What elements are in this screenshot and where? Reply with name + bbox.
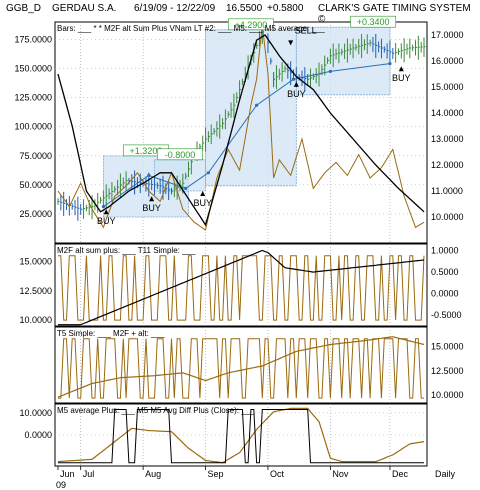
right-axis-tick: 10.0000 [431,212,464,222]
panel-frame-4 [54,403,428,467]
sell-signal-label: SELL [295,25,317,35]
price-legend: Bars: ___ * * M2F alt Sum Plus VNam LT #… [57,24,325,33]
osc2-right-tick: 12.5000 [431,366,464,376]
trend-line [103,63,391,208]
system-title: CLARK'S GATE TIMING SYSTEM © [318,3,471,25]
trend-point [147,173,151,177]
right-axis-tick: 13.0000 [431,134,464,144]
m2f-sum-line [57,24,425,231]
x-axis-year: 09 [56,480,66,490]
m5-average-plus-line [58,409,424,464]
trade-box [295,26,391,96]
m2f-alt-line [57,336,425,398]
right-axis-tick: 14.0000 [431,108,464,118]
right-axis-tick: 16.0000 [431,56,464,66]
osc2-right-tick: 15.0000 [431,341,464,351]
m5-avg-diff-line [57,407,425,464]
buy-signal-label: BUY [193,198,212,208]
osc2-legend: T5 Simple: ___ M2F + alt: ___ [57,329,165,338]
left-axis-tick: 175.0000 [14,34,52,44]
x-axis-label: Aug [145,469,161,479]
buy-arrow [398,66,404,72]
t11-simple-line [58,249,425,326]
osc3-left-tick: 10.0000 [19,408,52,418]
symbol-label: GGB_D [6,3,42,14]
x-axis-label: Oct [270,469,285,479]
x-axis-label: Jul [83,469,95,479]
gain-label-box [228,18,274,31]
left-axis-tick: 25.0000 [19,209,52,219]
trend-point [388,62,392,66]
gain-label: +1.3200 [130,146,163,156]
company-label: GERDAU S.A. [52,3,117,14]
osc3-legend: M5 average Plus: ___ M5 M5 Avg Diff Plus… [57,406,255,415]
x-axis-label: Jun [60,469,75,479]
osc1-left-tick: 15.0000 [19,257,52,267]
timeframe-label: Daily [435,469,456,479]
x-axis-label: Dec [392,469,409,479]
trend-point [101,205,105,209]
trend-point [328,69,332,73]
right-axis-tick: 15.0000 [431,82,464,92]
buy-arrow [200,191,206,196]
osc1-left-tick: 10.0000 [19,315,52,325]
osc1-right-tick: 0.5000 [431,267,459,277]
buy-arrow [293,81,299,87]
buy-signal-label: BUY [287,89,306,99]
change-label: +0.5800 [267,3,304,14]
trend-point [206,171,210,175]
gain-label: +0.3400 [357,17,390,27]
buy-signal-label: BUY [142,203,161,213]
osc1-legend: M2F alt sum plus: ___ T11 Simple: ___ [57,246,196,255]
osc1-left-tick: 12.5000 [19,286,52,296]
date-range-label: 6/19/09 - 12/22/09 [134,3,216,14]
left-axis-tick: 100.0000 [14,122,52,132]
osc1-right-tick: 0.0000 [431,289,459,299]
trend-point [291,77,296,81]
buy-arrow [103,209,109,215]
buy-signal-label: BUY [97,216,116,226]
right-axis-tick: 11.0000 [431,186,463,196]
left-axis-tick: 75.0000 [19,151,52,161]
right-axis-tick: 12.0000 [431,160,464,170]
x-axis-label: Sep [208,469,224,479]
gain-label-box [350,15,397,28]
t5-simple-line [58,338,424,399]
osc1-right-tick: -0.5000 [431,310,462,320]
left-axis-tick: 150.0000 [14,64,52,74]
osc3-left-tick: 0.0000 [24,430,52,440]
osc1-right-tick: 1.0000 [431,245,459,255]
m5-average-line [57,34,425,227]
gain-label-box [157,148,203,161]
osc2-right-tick: 10.0000 [431,390,464,400]
right-axis-tick: 17.0000 [431,30,464,40]
sell-arrow [288,40,294,46]
buy-signal-label: BUY [392,73,411,83]
m2f-alt-sum-line [58,255,425,321]
left-axis-tick: 125.0000 [14,93,52,103]
buy-arrow [149,196,155,202]
gain-label: -0.8000 [165,150,196,160]
x-axis-label: Nov [332,469,349,479]
gain-label: +4.2900 [235,20,268,30]
trend-point [255,103,259,107]
last-price-label: 16.5500 [226,3,263,14]
left-axis-tick: 50.0000 [19,180,52,190]
trend-point [184,186,188,190]
